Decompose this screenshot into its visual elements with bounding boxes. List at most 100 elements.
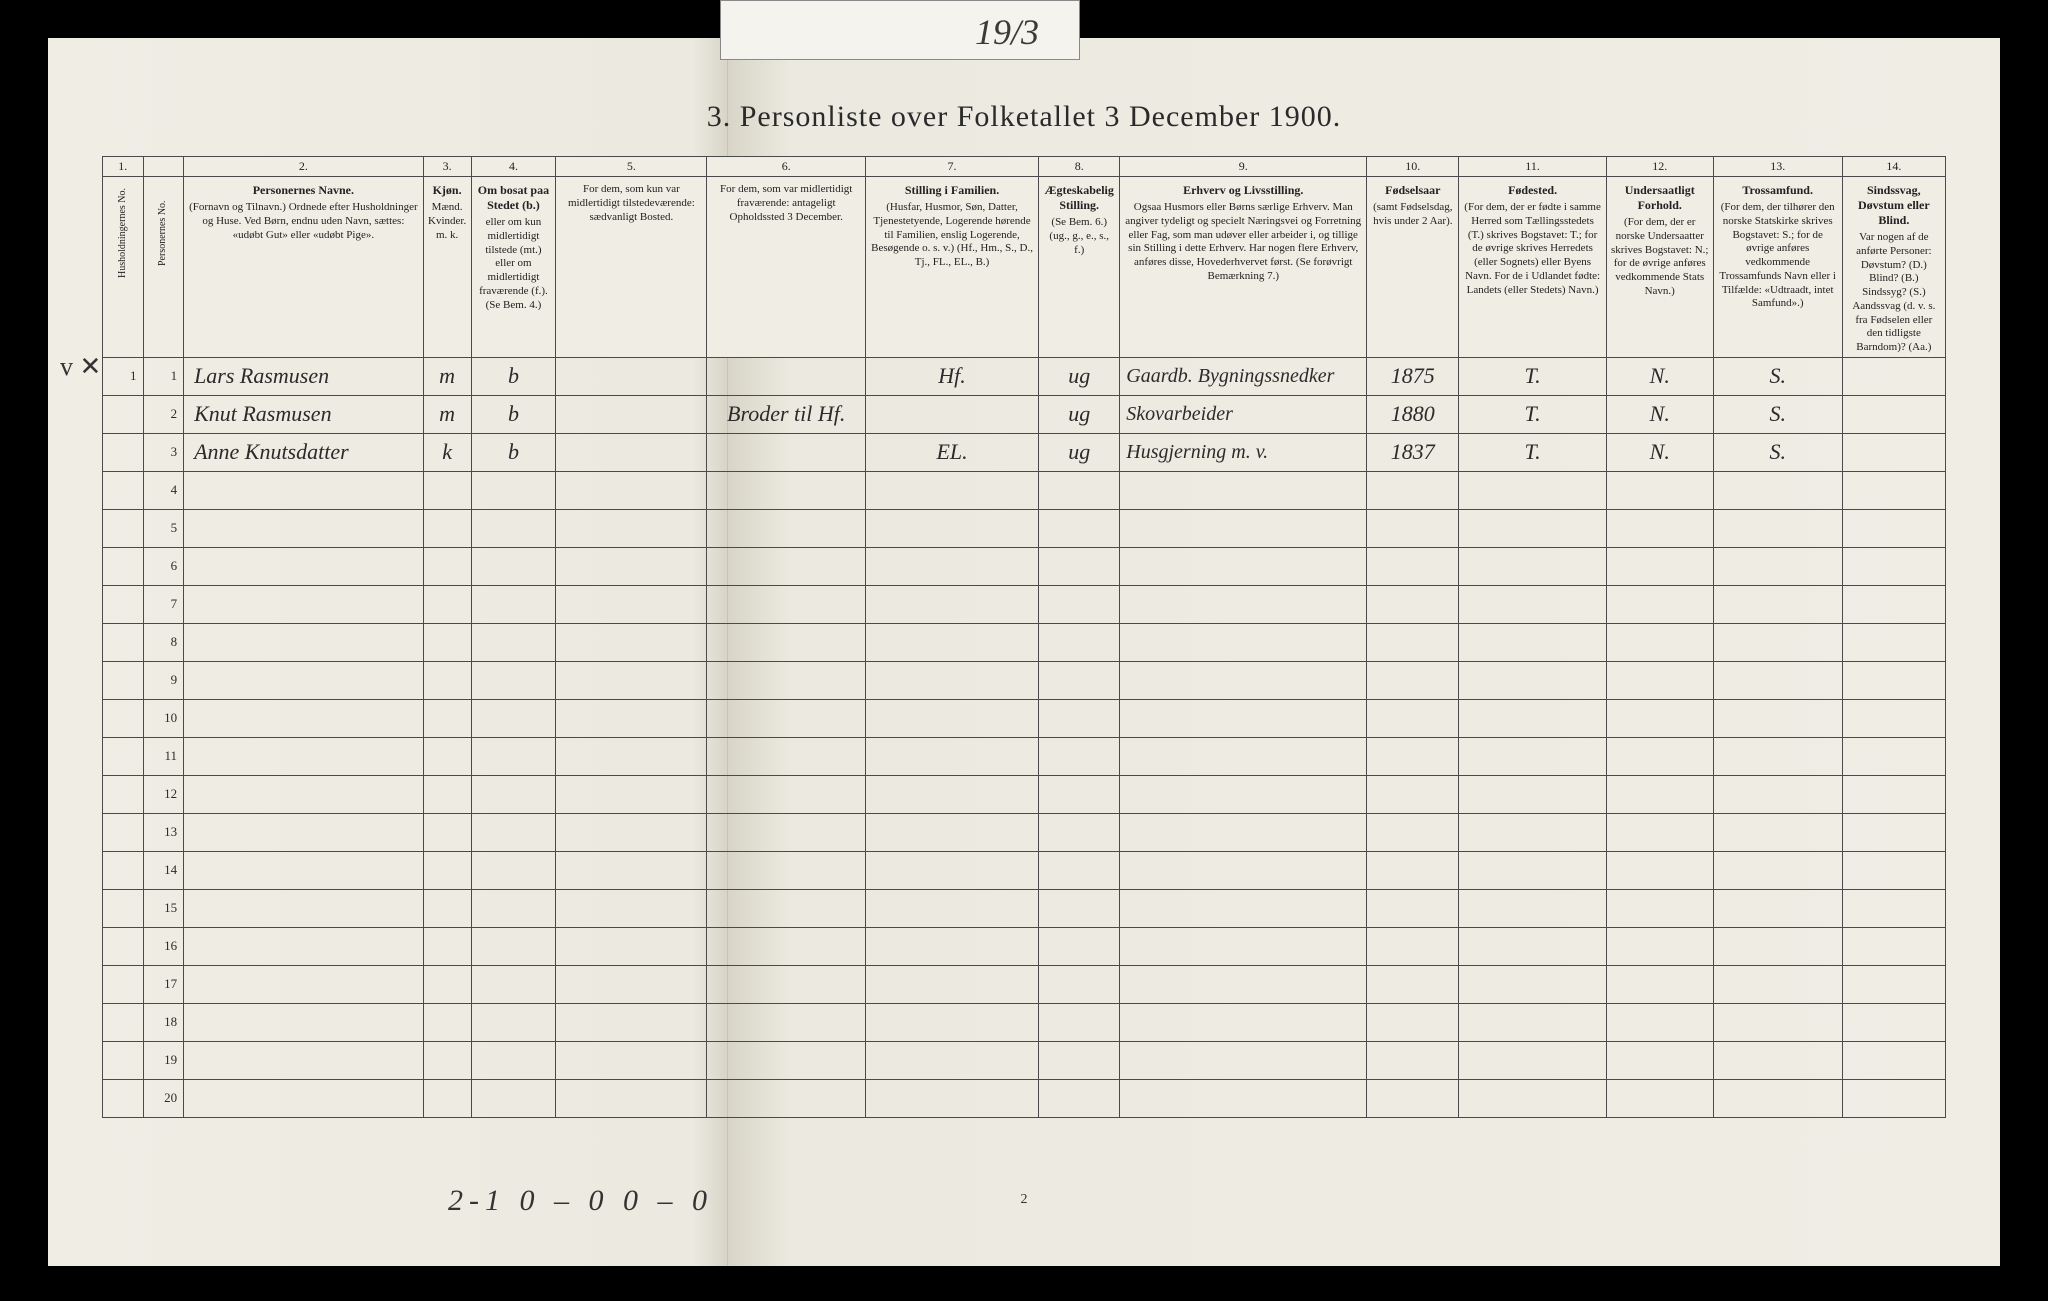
cell-blank bbox=[1120, 851, 1367, 889]
cell-blank bbox=[1367, 471, 1459, 509]
cell-blank bbox=[1842, 699, 1945, 737]
hdr-nationality: Undersaatligt Forhold.(For dem, der er n… bbox=[1606, 177, 1713, 358]
cell-blank bbox=[1459, 1079, 1606, 1117]
cell-blank bbox=[1459, 699, 1606, 737]
tab-label: 19/3 bbox=[975, 11, 1039, 53]
cell-blank bbox=[423, 623, 471, 661]
cell-mar: ug bbox=[1039, 433, 1120, 471]
cell-blank bbox=[423, 585, 471, 623]
cell-blank bbox=[1367, 1003, 1459, 1041]
margin-annotation: v ✕ bbox=[60, 352, 101, 382]
cell-blank bbox=[1367, 737, 1459, 775]
cell-blank bbox=[184, 509, 424, 547]
cell-blank bbox=[1039, 775, 1120, 813]
cell-blank: 17 bbox=[143, 965, 184, 1003]
page-tab: 19/3 bbox=[720, 0, 1080, 60]
cell-sex: m bbox=[423, 395, 471, 433]
cell-blank bbox=[556, 471, 707, 509]
cell-birthpl: T. bbox=[1459, 433, 1606, 471]
table-row: 19 bbox=[103, 1041, 1946, 1079]
cell-blank bbox=[423, 547, 471, 585]
cell-blank bbox=[1606, 661, 1713, 699]
table-row: 18 bbox=[103, 1003, 1946, 1041]
cell-blank bbox=[1367, 661, 1459, 699]
cell-name: Lars Rasmusen bbox=[184, 357, 424, 395]
cell-blank bbox=[556, 661, 707, 699]
cell-nat: N. bbox=[1606, 357, 1713, 395]
cell-blank bbox=[1120, 965, 1367, 1003]
cell-blank bbox=[556, 813, 707, 851]
cell-blank bbox=[423, 661, 471, 699]
table-row: 10 bbox=[103, 699, 1946, 737]
cell-mar: ug bbox=[1039, 357, 1120, 395]
cell-blank: 11 bbox=[143, 737, 184, 775]
cell-blank bbox=[556, 1041, 707, 1079]
cell-blank bbox=[103, 585, 144, 623]
cell-blank bbox=[556, 623, 707, 661]
cell-blank bbox=[556, 965, 707, 1003]
cell-blank bbox=[184, 889, 424, 927]
cell-blank bbox=[1713, 547, 1842, 585]
column-number: 4. bbox=[471, 157, 556, 177]
cell-blank bbox=[1120, 1003, 1367, 1041]
cell-blank bbox=[556, 699, 707, 737]
cell-blank bbox=[103, 737, 144, 775]
cell-blank bbox=[103, 661, 144, 699]
cell-blank bbox=[1606, 1003, 1713, 1041]
cell-blank: 18 bbox=[143, 1003, 184, 1041]
cell-blank bbox=[707, 623, 865, 661]
table-row: 8 bbox=[103, 623, 1946, 661]
cell-blank: 20 bbox=[143, 1079, 184, 1117]
cell-blank bbox=[103, 813, 144, 851]
cell-blank bbox=[1039, 699, 1120, 737]
cell-blank bbox=[1120, 1079, 1367, 1117]
cell-blank bbox=[707, 889, 865, 927]
cell-name: Anne Knutsdatter bbox=[184, 433, 424, 471]
cell-blank bbox=[471, 547, 556, 585]
cell-year: 1875 bbox=[1367, 357, 1459, 395]
cell-blank bbox=[1606, 889, 1713, 927]
hdr-away: For dem, som var midlertidigt fraværende… bbox=[707, 177, 865, 358]
cell-blank bbox=[707, 547, 865, 585]
cell-blank bbox=[1842, 889, 1945, 927]
cell-blank bbox=[1606, 965, 1713, 1003]
cell-pn: 1 bbox=[143, 357, 184, 395]
cell-blank bbox=[1606, 813, 1713, 851]
cell-blank bbox=[184, 813, 424, 851]
cell-blank bbox=[1713, 471, 1842, 509]
cell-blank bbox=[1120, 623, 1367, 661]
cell-blank bbox=[1713, 1003, 1842, 1041]
cell-blank bbox=[1606, 623, 1713, 661]
cell-blank bbox=[1606, 737, 1713, 775]
column-number-row: 1.2.3.4.5.6.7.8.9.10.11.12.13.14. bbox=[103, 157, 1946, 177]
table-row: 13 bbox=[103, 813, 1946, 851]
cell-blank bbox=[1606, 699, 1713, 737]
cell-blank bbox=[471, 471, 556, 509]
cell-blank bbox=[865, 1079, 1038, 1117]
cell-year: 1880 bbox=[1367, 395, 1459, 433]
cell-blank bbox=[184, 927, 424, 965]
cell-blank bbox=[1367, 623, 1459, 661]
cell-blank bbox=[1606, 547, 1713, 585]
cell-blank bbox=[471, 927, 556, 965]
cell-blank bbox=[1842, 661, 1945, 699]
cell-blank bbox=[707, 509, 865, 547]
cell-blank bbox=[1367, 585, 1459, 623]
cell-blank bbox=[1842, 509, 1945, 547]
cell-blank bbox=[1367, 927, 1459, 965]
cell-blank bbox=[103, 851, 144, 889]
cell-blank bbox=[1842, 471, 1945, 509]
cell-blank bbox=[184, 471, 424, 509]
cell-blank bbox=[423, 699, 471, 737]
cell-blank bbox=[556, 1003, 707, 1041]
cell-blank bbox=[707, 813, 865, 851]
table-row: 11Lars RasmusenmbHf.ugGaardb. Bygningssn… bbox=[103, 357, 1946, 395]
cell-blank bbox=[103, 1003, 144, 1041]
cell-nat: N. bbox=[1606, 433, 1713, 471]
cell-blank bbox=[471, 1079, 556, 1117]
cell-blank bbox=[1120, 737, 1367, 775]
cell-blank bbox=[1367, 965, 1459, 1003]
cell-fam: EL. bbox=[865, 433, 1038, 471]
cell-blank bbox=[707, 1003, 865, 1041]
census-table: 1.2.3.4.5.6.7.8.9.10.11.12.13.14. Hushol… bbox=[102, 156, 1946, 1118]
